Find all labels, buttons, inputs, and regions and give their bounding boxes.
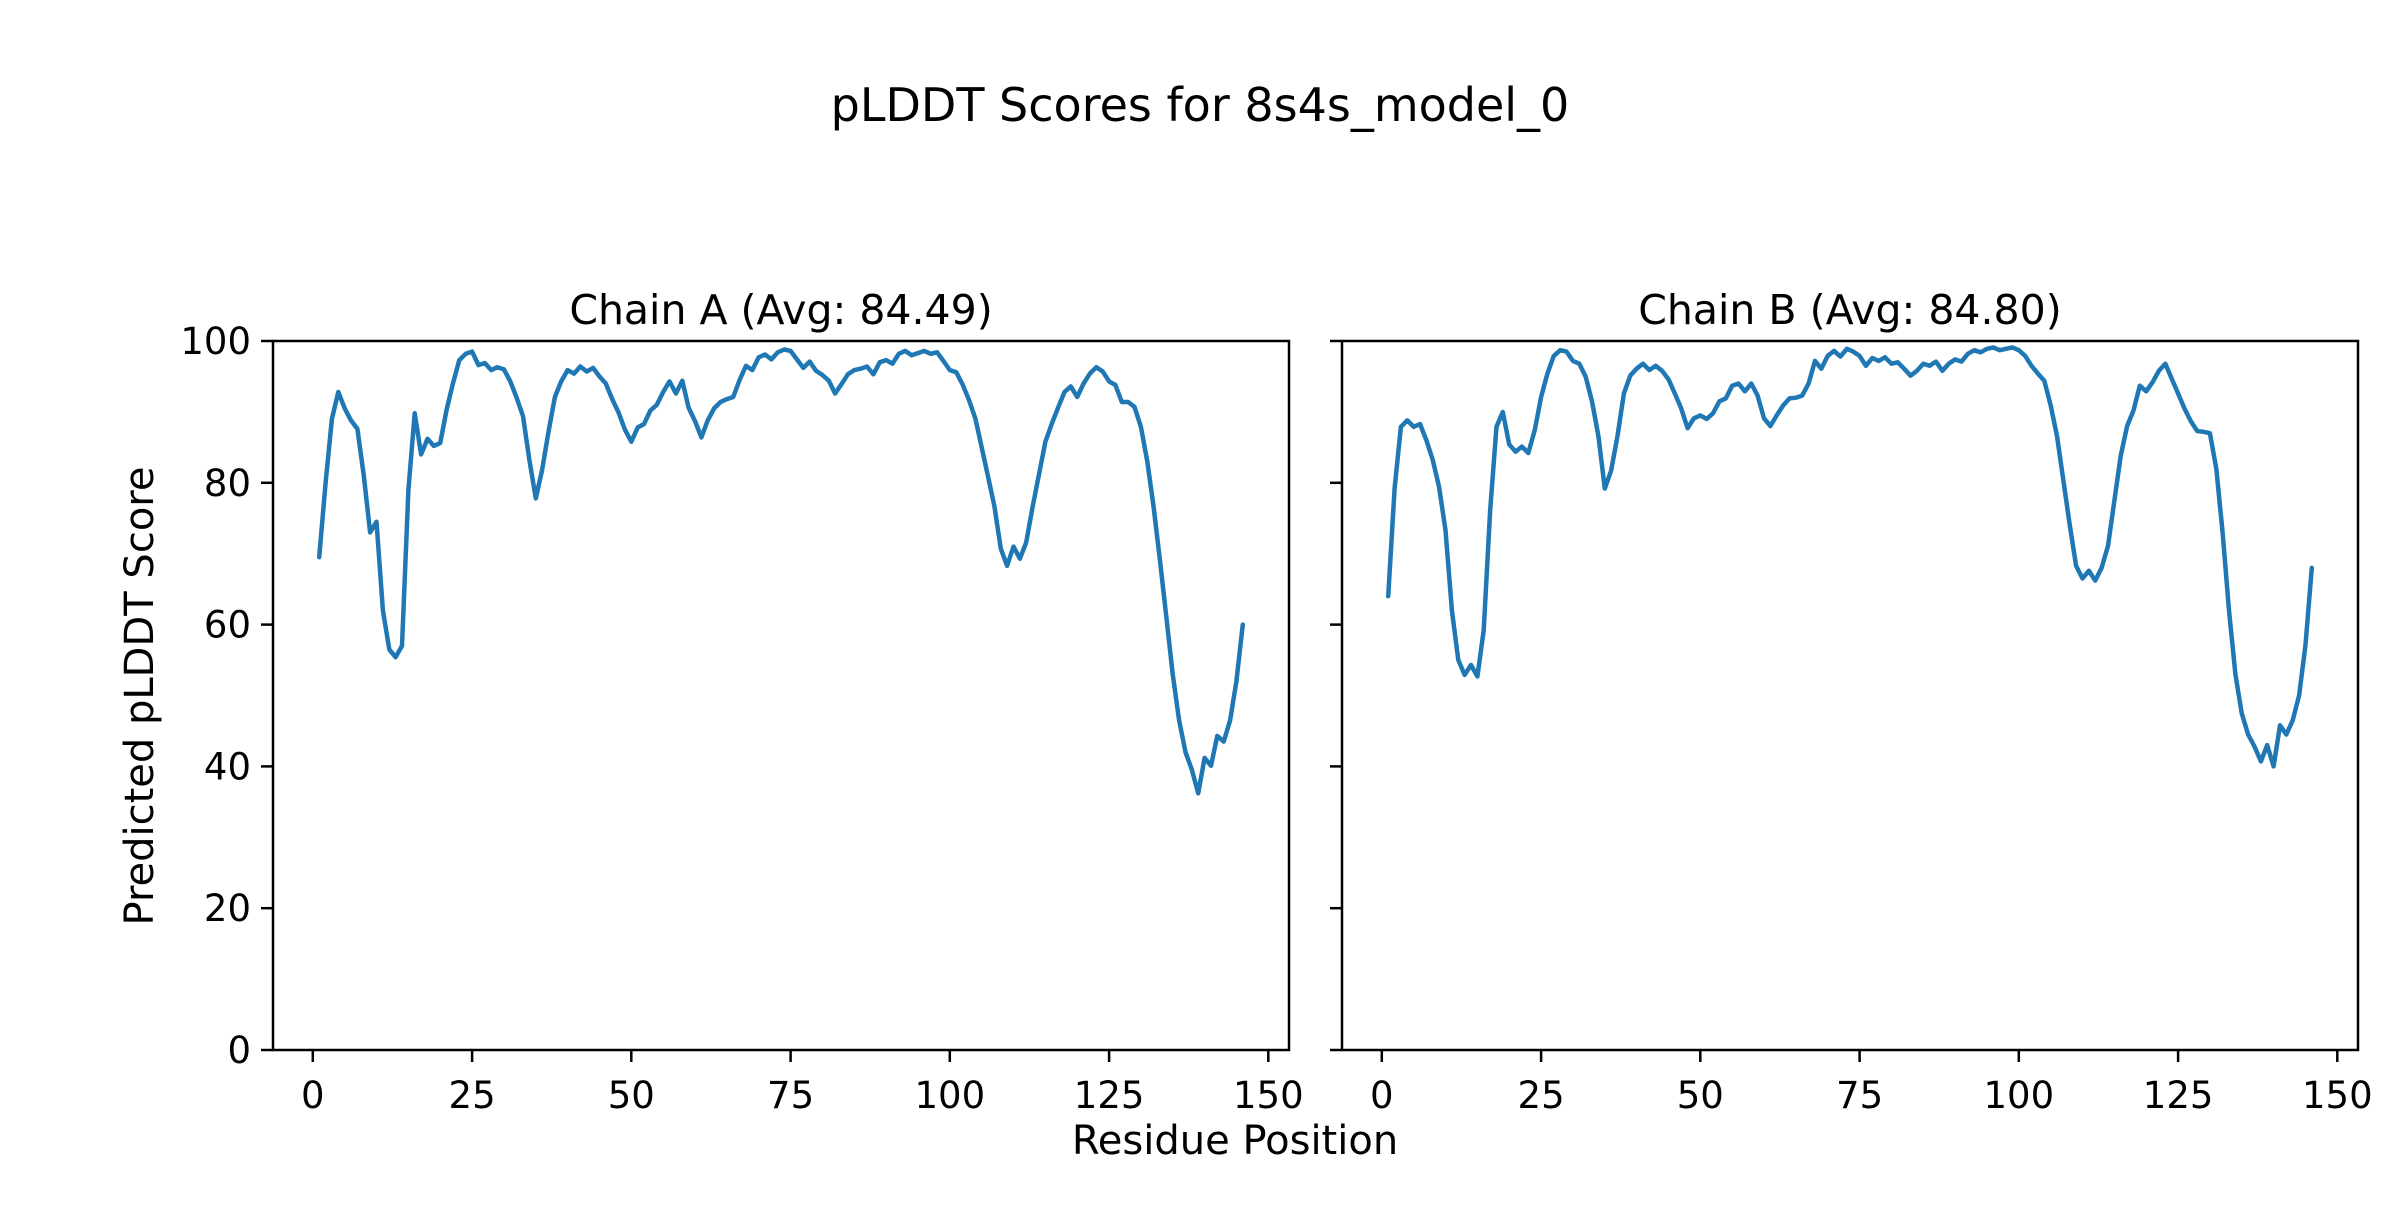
axes-spines xyxy=(1340,339,2360,1052)
y-tick-label: 60 xyxy=(204,604,251,647)
figure-title: pLDDT Scores for 8s4s_model_0 xyxy=(830,78,1570,132)
subplot-title-chain-b: Chain B (Avg: 84.80) xyxy=(1638,286,2062,334)
plddt-line-chain-a xyxy=(316,347,1246,796)
y-tick-label: 20 xyxy=(204,887,251,930)
x-tick-label: 125 xyxy=(2143,1074,2214,1117)
y-tick-label: 40 xyxy=(204,745,251,788)
x-tick-label: 0 xyxy=(1370,1074,1394,1117)
x-tick-label: 100 xyxy=(1983,1074,2054,1117)
y-tick-label: 0 xyxy=(227,1029,251,1072)
x-tick-label: 125 xyxy=(1074,1074,1145,1117)
x-tick-label: 100 xyxy=(914,1074,985,1117)
x-tick-label: 150 xyxy=(2302,1074,2373,1117)
x-tick-label: 75 xyxy=(767,1074,814,1117)
subplot-title-chain-a: Chain A (Avg: 84.49) xyxy=(569,286,993,334)
x-tick-label: 150 xyxy=(1233,1074,1304,1117)
y-tick-label: 80 xyxy=(204,462,251,505)
y-axis-label: Predicted pLDDT Score xyxy=(117,466,163,926)
x-tick-label: 25 xyxy=(449,1074,496,1117)
y-tick-label: 100 xyxy=(180,320,251,363)
plddt-line-chain-b xyxy=(1385,345,2315,769)
x-axis-label: Residue Position xyxy=(1071,1118,1399,1164)
x-tick-label: 0 xyxy=(301,1074,325,1117)
axes-spines xyxy=(271,339,1291,1052)
x-tick-label: 25 xyxy=(1518,1074,1565,1117)
line-chart-chain-a: 0 25 50 75 100 125 150 0 20 40 60 80 100 xyxy=(180,320,1304,1117)
x-tick-label: 75 xyxy=(1836,1074,1883,1117)
x-tick-label: 50 xyxy=(608,1074,655,1117)
x-tick-label: 50 xyxy=(1677,1074,1724,1117)
line-chart-chain-b: 0 25 50 75 100 125 150 xyxy=(1330,339,2373,1117)
